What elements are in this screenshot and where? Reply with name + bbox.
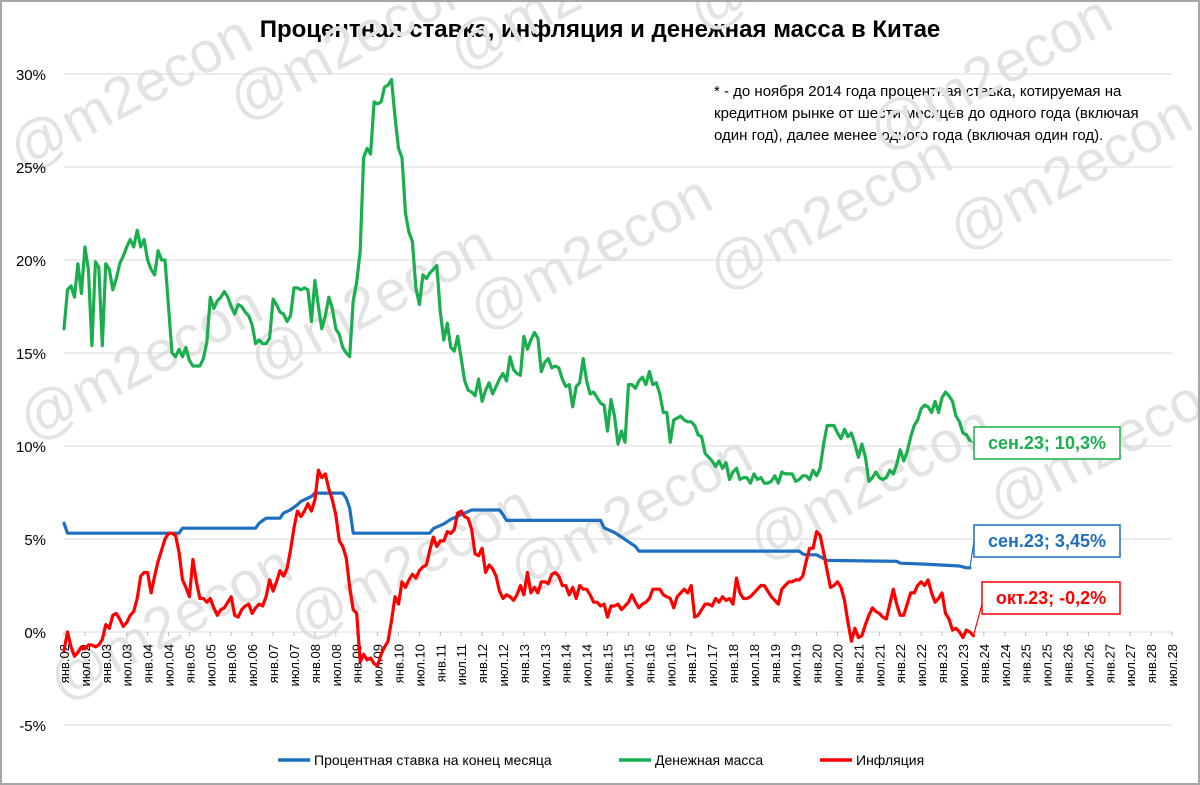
x-tick-label: июл.13 (538, 644, 553, 686)
x-tick-label: июл.11 (454, 644, 469, 685)
x-tick-label: янв.04 (141, 644, 156, 683)
callout-box (973, 426, 1121, 460)
x-tick-label: июл.12 (496, 644, 511, 686)
series-line-0 (62, 491, 972, 570)
x-tick-label: июл.15 (621, 644, 636, 686)
x-tick-label: янв.09 (350, 644, 365, 683)
legend: Процентная ставка на конец месяца Денежна… (278, 752, 924, 768)
y-tick-label: 25% (16, 160, 46, 177)
y-tick-label: 5% (24, 532, 46, 549)
x-tick-label: янв.15 (601, 644, 616, 683)
x-tick-label: янв.06 (224, 644, 239, 683)
x-axis: янв.02 июл.02 янв.03 июл.03 янв.04 июл.04 янв.… (57, 632, 1180, 686)
x-tick-label: янв.27 (1102, 644, 1117, 683)
chart-note: * - до ноября 2014 года процентная ставк… (714, 83, 1139, 144)
x-tick-label: янв.14 (559, 644, 574, 683)
watermark-text: @m2econ (498, 422, 763, 604)
y-tick-label: 10% (16, 439, 46, 456)
x-tick-label: янв.02 (57, 644, 72, 683)
x-tick-label: янв.20 (810, 644, 825, 683)
x-tick-label: янв.22 (893, 644, 908, 683)
series-line-1 (62, 78, 972, 485)
x-tick-label: июл.06 (245, 644, 260, 686)
y-tick-label: 0% (24, 625, 46, 642)
x-tick-label: июл.17 (705, 644, 720, 686)
x-tick-label: июл.18 (747, 644, 762, 686)
callout-label: сен.23; 10,3% (988, 433, 1106, 453)
x-tick-label: июл.24 (998, 644, 1013, 686)
x-tick-label: янв.26 (1060, 644, 1075, 683)
x-tick-label: июл.07 (287, 644, 302, 686)
chart-title: Процентная ставка, инфляция и денежная м… (259, 16, 941, 43)
callout-label: окт.23; -0,2% (996, 588, 1106, 608)
x-tick-label: янв.17 (684, 644, 699, 683)
y-tick-label: 30% (16, 67, 46, 84)
x-tick-label: июл.27 (1123, 644, 1138, 686)
x-tick-label: июл.21 (872, 644, 887, 686)
x-tick-label: июл.22 (914, 644, 929, 686)
watermark-text: @m2econ (678, 2, 943, 43)
x-tick-label: янв.19 (768, 644, 783, 683)
legend-label: Процентная ставка на конец месяца (314, 752, 552, 768)
callout-box (981, 581, 1121, 615)
x-tick-label: июл.20 (831, 644, 846, 686)
x-tick-label: янв.24 (977, 644, 992, 683)
x-tick-label: июл.19 (789, 644, 804, 686)
x-tick-label: июл.16 (663, 644, 678, 686)
x-tick-label: июл.28 (1165, 644, 1180, 686)
watermark-text: @m2econ (2, 2, 262, 183)
watermark-text: @m2econ (438, 2, 703, 83)
x-tick-label: июл.03 (120, 644, 135, 686)
watermark-text: @m2econ (8, 272, 273, 454)
x-tick-label: янв.16 (642, 644, 657, 683)
watermark-text: @m2econ (458, 162, 723, 344)
legend-label: Инфляция (856, 752, 924, 768)
x-tick-label: июл.14 (580, 644, 595, 686)
x-tick-label: янв.25 (1019, 644, 1034, 683)
x-tick-label: июл.26 (1081, 644, 1096, 686)
series-lines (62, 78, 975, 668)
x-tick-label: янв.12 (475, 644, 490, 683)
y-axis: -5% 0% 5% 10% 15% 20% 25% 30% (16, 67, 46, 735)
callout-box (973, 524, 1121, 558)
x-tick-label: июл.02 (78, 644, 93, 686)
x-tick-label: янв.23 (935, 644, 950, 683)
x-tick-label: июл.04 (162, 644, 177, 686)
y-tick-label: 15% (16, 346, 46, 363)
x-tick-label: янв.10 (391, 644, 406, 683)
x-tick-label: янв.11 (433, 644, 448, 682)
x-tick-label: янв.21 (851, 644, 866, 683)
x-tick-label: янв.28 (1144, 644, 1159, 683)
x-tick-label: янв.18 (726, 644, 741, 683)
x-tick-label: янв.08 (308, 644, 323, 683)
watermark-text: @m2econ (278, 472, 543, 654)
callouts: сен.23; 10,3% сен.23; 3,45% окт.23; -0,2% (969, 426, 1121, 636)
x-tick-label: янв.03 (99, 644, 114, 683)
x-tick-label: янв.13 (517, 644, 532, 683)
series-line-2 (62, 468, 975, 668)
x-tick-label: июл.25 (1040, 644, 1055, 686)
x-tick-label: июл.08 (329, 644, 344, 686)
callout-leader (972, 603, 983, 636)
x-tick-label: янв.07 (266, 644, 281, 683)
watermark-text: @m2econ (218, 2, 483, 133)
x-tick-label: июл.10 (412, 644, 427, 686)
x-tick-label: июл.23 (956, 644, 971, 686)
x-tick-label: июл.05 (203, 644, 218, 686)
x-tick-label: янв.05 (182, 644, 197, 683)
watermark-text: @m2econ (698, 122, 963, 304)
y-tick-label: 20% (16, 253, 46, 270)
legend-label: Денежная масса (655, 752, 763, 768)
y-tick-label: -5% (19, 718, 46, 735)
callout-label: сен.23; 3,45% (988, 531, 1106, 551)
gridlines (64, 73, 1172, 726)
